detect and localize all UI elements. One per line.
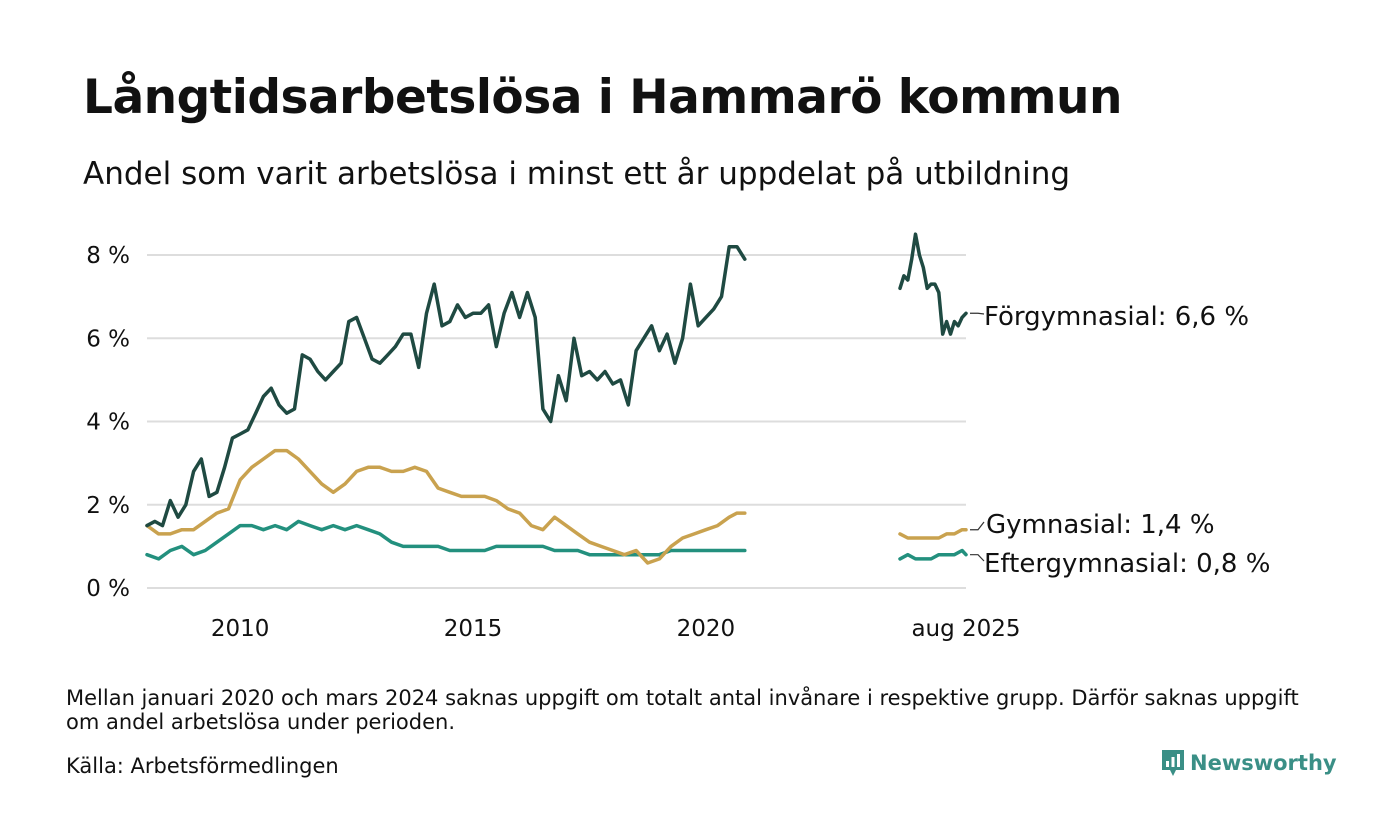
series-line-frgymnasial [145,244,747,528]
series-end-label: Förgymnasial: 6,6 % [984,302,1249,332]
y-tick-label: 2 % [86,493,130,519]
series-line-frgymnasial [898,232,968,336]
series-lines [145,232,968,565]
label-leader-line [970,554,985,562]
series-line-eftergymnasial [145,519,747,561]
series-end-label: Eftergymnasial: 0,8 % [984,549,1270,579]
x-tick-label: aug 2025 [911,616,1020,642]
series-line-gymnasial [898,527,968,540]
newsworthy-logo-icon [1162,750,1184,776]
newsworthy-logo[interactable]: Newsworthy [1160,748,1337,778]
label-leader-line [970,312,985,315]
source-text: Källa: Arbetsförmedlingen [66,754,339,778]
series-end-label: Gymnasial: 1,4 % [986,510,1215,540]
x-axis-ticks: 2010 2015 2020 aug 2025 [211,616,1021,642]
chart-subtitle: Andel som varit arbetslösa i minst ett å… [83,156,1071,192]
y-tick-label: 0 % [86,576,130,602]
brand-name: Newsworthy [1190,751,1337,775]
chart-title: Långtidsarbetslösa i Hammarö kommun [83,70,1122,125]
line-chart: 0 % 2 % 4 % 6 % 8 % 2010 2015 2020 aug 2025 För… [86,232,1270,642]
series-line-gymnasial [145,448,747,565]
y-axis-ticks: 0 % 2 % 4 % 6 % 8 % [86,243,130,602]
label-leader-line [970,521,985,531]
gridlines [147,254,966,589]
y-tick-label: 8 % [86,243,130,269]
series-line-eftergymnasial [898,548,968,561]
y-tick-label: 4 % [86,410,130,436]
y-tick-label: 6 % [86,326,130,352]
series-end-labels: Förgymnasial: 6,6 % Gymnasial: 1,4 % Efter… [970,302,1270,579]
chart-note: Mellan januari 2020 och mars 2024 saknas… [66,686,1299,734]
x-tick-label: 2020 [677,616,736,642]
x-tick-label: 2015 [444,616,503,642]
x-tick-label: 2010 [211,616,270,642]
